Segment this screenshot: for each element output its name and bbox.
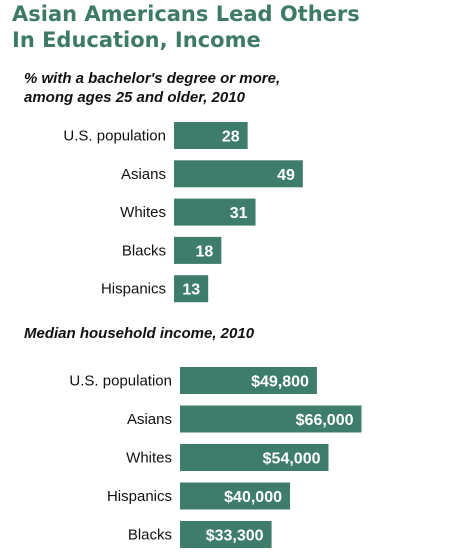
income-bar-3 bbox=[180, 482, 290, 510]
income-value-label-4: $33,300 bbox=[206, 528, 264, 545]
education-value-label-0: 28 bbox=[222, 129, 240, 146]
income-category-label-2: Whites bbox=[126, 450, 172, 467]
income-value-label-2: $54,000 bbox=[263, 451, 321, 468]
education-value-label-4: 13 bbox=[182, 282, 200, 299]
education-category-label-4: Hispanics bbox=[101, 281, 166, 298]
education-category-label-3: Blacks bbox=[122, 242, 166, 259]
income-category-label-1: Asians bbox=[127, 411, 172, 428]
education-value-label-3: 18 bbox=[196, 243, 214, 260]
education-subtitle-line-2: among ages 25 and older, 2010 bbox=[24, 89, 245, 106]
education-bar-3 bbox=[174, 236, 222, 264]
income-bar-0 bbox=[180, 367, 317, 394]
income-category-label-3: Hispanics bbox=[107, 488, 172, 505]
income-category-label-0: U.S. population bbox=[69, 373, 172, 390]
education-value-label-1: 49 bbox=[277, 167, 295, 184]
chart-title: Asian Americans Lead Others In Education… bbox=[12, 1, 360, 53]
education-bar-chart: U.S. population 28 Asians 49 Whites 31 Blacks 1… bbox=[63, 122, 303, 303]
education-bar-1 bbox=[174, 160, 303, 188]
education-bar-4 bbox=[174, 275, 209, 303]
income-bar-1 bbox=[180, 405, 362, 433]
income-subtitle-line-1: Median household income, 2010 bbox=[24, 325, 255, 342]
education-bar-2 bbox=[174, 198, 256, 226]
income-chart-subtitle: Median household income, 2010 bbox=[24, 324, 254, 343]
education-category-label-1: Asians bbox=[121, 166, 166, 183]
income-value-label-3: $40,000 bbox=[224, 489, 282, 506]
education-category-label-0: U.S. population bbox=[63, 128, 166, 145]
education-chart-subtitle: % with a bachelor's degree or more, amon… bbox=[24, 69, 280, 107]
education-category-label-2: Whites bbox=[120, 204, 166, 221]
education-value-label-2: 31 bbox=[230, 205, 248, 222]
education-bar-0 bbox=[174, 122, 248, 149]
income-bar-4 bbox=[180, 521, 272, 548]
title-line-1: Asian Americans Lead Others bbox=[12, 2, 360, 26]
income-bar-2 bbox=[180, 444, 329, 471]
education-subtitle-line-1: % with a bachelor's degree or more, bbox=[24, 70, 281, 87]
income-category-label-4: Blacks bbox=[128, 527, 172, 544]
income-value-label-0: $49,800 bbox=[251, 374, 309, 391]
income-bar-chart: U.S. population $49,800 Asians $66,000 White… bbox=[69, 367, 362, 548]
title-line-2: In Education, Income bbox=[12, 28, 261, 52]
income-value-label-1: $66,000 bbox=[296, 412, 354, 429]
